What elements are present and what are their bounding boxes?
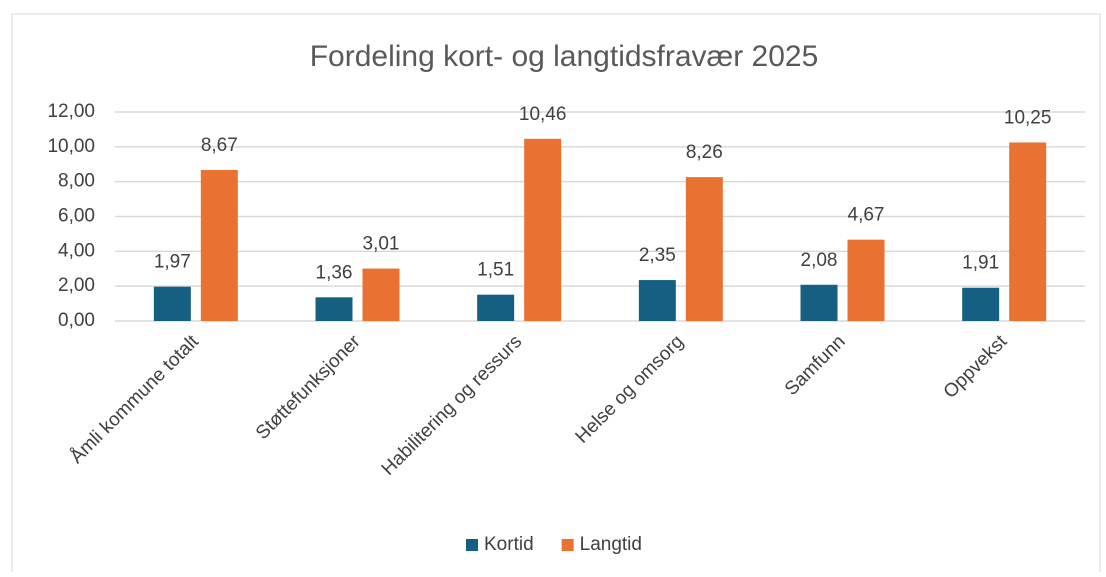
y-tick-label: 2,00	[58, 275, 95, 296]
bar	[200, 169, 238, 321]
y-tick-label: 6,00	[58, 206, 95, 227]
data-label: 4,67	[848, 205, 885, 226]
bar	[962, 287, 1000, 321]
y-tick-label: 0,00	[58, 310, 95, 331]
y-tick-label: 12,00	[47, 101, 95, 122]
legend-swatch	[561, 539, 574, 551]
data-label: 1,97	[154, 252, 191, 273]
bar	[847, 239, 885, 321]
y-tick-label: 10,00	[47, 136, 95, 157]
data-label: 2,35	[639, 245, 676, 266]
bar	[477, 294, 515, 321]
chart-title: Fordeling kort- og langtidsfravær 2025	[310, 40, 819, 73]
legend-label: Langtid	[580, 534, 642, 555]
bar	[153, 286, 191, 321]
data-label: 1,36	[316, 262, 353, 283]
legend-swatch	[466, 539, 478, 551]
bar	[800, 284, 838, 321]
bar	[638, 280, 676, 321]
bar	[362, 268, 400, 321]
legend-label: Kortid	[484, 534, 534, 555]
y-tick-label: 4,00	[58, 240, 95, 261]
y-tick-label: 8,00	[58, 171, 95, 192]
data-label: 1,91	[962, 253, 999, 274]
data-label: 10,25	[1004, 107, 1052, 128]
bar	[685, 177, 723, 321]
data-label: 10,46	[519, 104, 567, 125]
data-label: 2,08	[801, 250, 838, 271]
bar	[1009, 142, 1047, 321]
data-label: 8,26	[686, 142, 723, 163]
bar	[524, 138, 562, 321]
data-label: 8,67	[201, 135, 238, 156]
data-label: 1,51	[477, 260, 514, 281]
data-label: 3,01	[363, 234, 400, 255]
bar	[315, 297, 353, 321]
